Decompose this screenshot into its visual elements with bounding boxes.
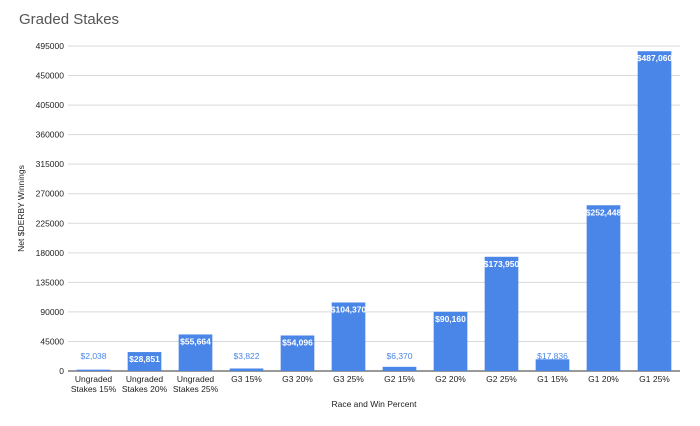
data-label: $28,851: [129, 354, 160, 364]
data-label: $54,096: [282, 337, 313, 347]
x-tick-label: G3 15%: [231, 374, 262, 384]
x-tick-label: G3 20%: [282, 374, 313, 384]
y-tick-label: 315000: [36, 159, 65, 169]
data-label: $252,448: [586, 207, 622, 217]
bar: [535, 359, 570, 371]
y-tick-label: 270000: [36, 189, 65, 199]
x-tick-label: G1 20%: [588, 374, 619, 384]
bar: [127, 352, 162, 371]
x-axis-title: Race and Win Percent: [331, 399, 417, 409]
y-tick-label: 0: [59, 366, 64, 376]
bar: [178, 334, 213, 371]
x-tick-label: Ungraded: [126, 374, 164, 384]
x-tick-label: Stakes 25%: [173, 384, 219, 394]
x-tick-label: Stakes 20%: [122, 384, 168, 394]
y-tick-label: 90000: [40, 307, 64, 317]
y-tick-label: 405000: [36, 100, 65, 110]
x-tick-label: G1 15%: [537, 374, 568, 384]
y-tick-label: 180000: [36, 248, 65, 258]
data-label: $104,370: [331, 304, 367, 314]
y-axis-title: Net $DERBY Winnings: [16, 165, 26, 252]
data-label: $90,160: [435, 314, 466, 324]
x-tick-label: G2 20%: [435, 374, 466, 384]
bar: [382, 366, 417, 371]
bar: [586, 205, 621, 371]
data-label: $55,664: [180, 336, 211, 346]
x-tick-label: Ungraded: [177, 374, 215, 384]
x-tick-label: Stakes 15%: [71, 384, 117, 394]
bar: [484, 256, 519, 371]
x-tick-label: G1 25%: [639, 374, 670, 384]
y-tick-label: 225000: [36, 218, 65, 228]
bar: [331, 302, 366, 371]
data-label: $6,370: [387, 351, 413, 361]
bar: [280, 335, 315, 371]
bar: [229, 368, 264, 371]
x-tick-label: G3 25%: [333, 374, 364, 384]
bar: [433, 311, 468, 371]
x-tick-label: G2 15%: [384, 374, 415, 384]
x-tick-label: G2 25%: [486, 374, 517, 384]
y-tick-label: 45000: [40, 336, 64, 346]
data-label: $487,060: [637, 53, 673, 63]
data-label: $17,836: [537, 351, 568, 361]
data-label: $173,950: [484, 259, 520, 269]
bar: [637, 51, 672, 371]
y-tick-label: 360000: [36, 130, 65, 140]
data-label: $2,038: [81, 351, 107, 361]
y-tick-label: 135000: [36, 277, 65, 287]
y-tick-label: 450000: [36, 71, 65, 81]
y-tick-label: 495000: [36, 41, 65, 51]
chart-title: Graded Stakes: [19, 11, 120, 28]
bar: [76, 369, 111, 371]
x-tick-label: Ungraded: [75, 374, 113, 384]
data-label: $3,822: [234, 351, 260, 361]
